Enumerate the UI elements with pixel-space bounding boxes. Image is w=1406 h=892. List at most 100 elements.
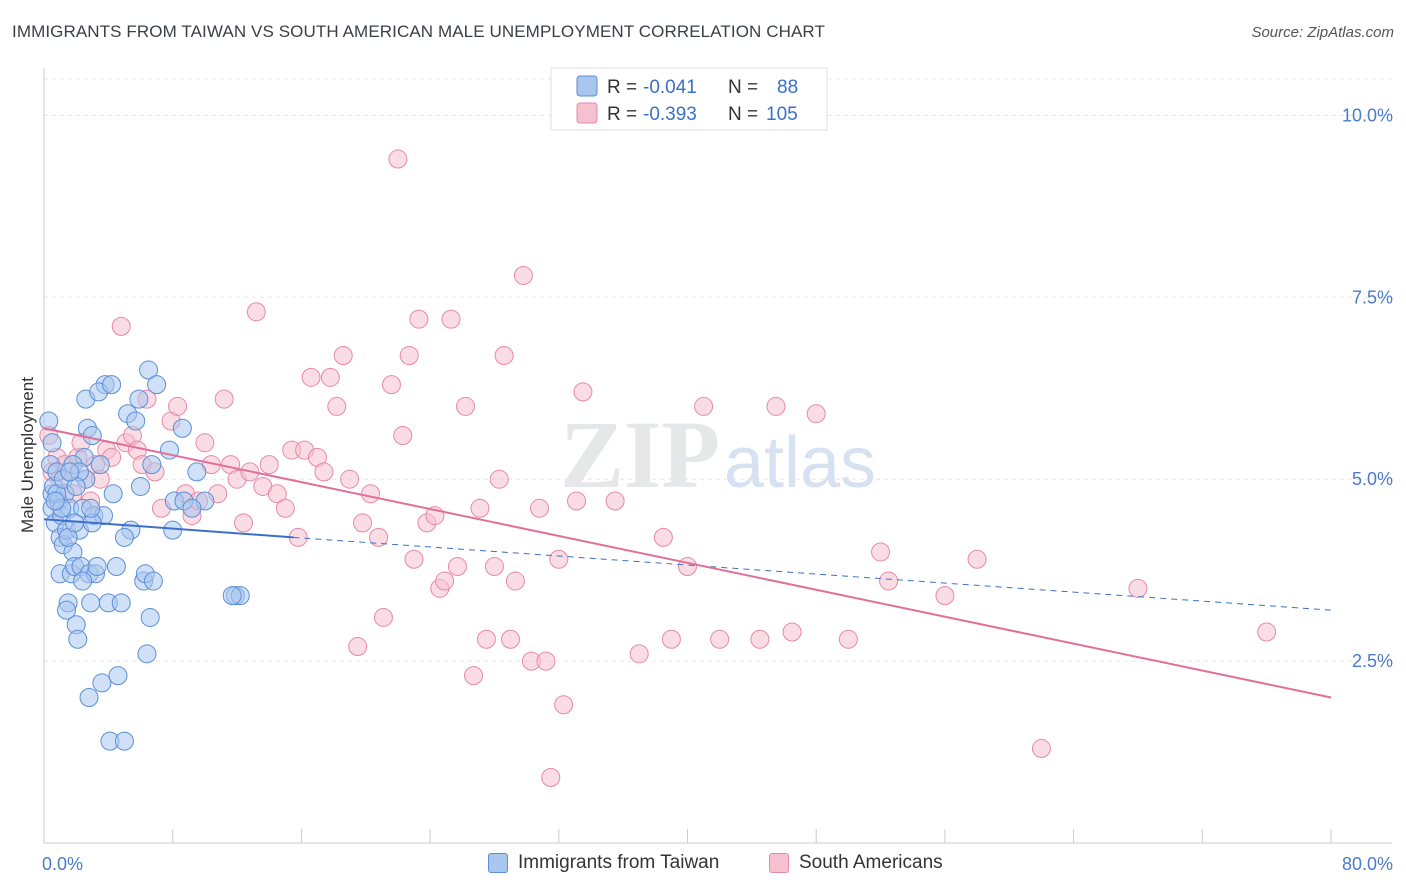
point-taiwan-54	[187, 462, 207, 482]
point-south-americans-76	[505, 571, 525, 591]
point-south-americans-65	[435, 571, 455, 591]
point-south-americans-96	[806, 404, 826, 424]
series-south-americans	[39, 149, 1277, 788]
point-taiwan-40	[108, 666, 128, 686]
point-south-americans-72	[484, 557, 504, 577]
point-taiwan-85	[182, 498, 202, 518]
point-south-americans-99	[879, 571, 899, 591]
point-south-americans-54	[369, 527, 389, 547]
point-taiwan-39	[106, 557, 126, 577]
point-south-americans-77	[513, 265, 533, 285]
point-south-americans-60	[404, 549, 424, 569]
point-south-americans-28	[195, 433, 215, 453]
bottom-legend-label-south: South Americans	[799, 852, 943, 873]
axes	[43, 68, 1392, 844]
point-south-americans-79	[529, 498, 549, 518]
bottom-legend-swatch-taiwan	[488, 853, 508, 873]
legend-n-value-taiwan: 88	[777, 77, 798, 98]
point-south-americans-80	[536, 651, 556, 671]
point-taiwan-53	[172, 418, 192, 438]
point-taiwan-71	[222, 586, 242, 606]
point-south-americans-103	[1128, 578, 1148, 598]
point-taiwan-66	[139, 360, 159, 380]
point-south-americans-75	[501, 629, 521, 649]
point-south-americans-83	[554, 695, 574, 715]
point-taiwan-76	[79, 687, 99, 707]
point-south-americans-59	[399, 345, 419, 365]
x-tick-labels: 0.0% 80.0%	[42, 854, 1393, 874]
point-south-americans-87	[629, 644, 649, 664]
point-south-americans-15	[111, 316, 131, 336]
legend-swatch-south	[576, 102, 598, 124]
point-taiwan-75	[73, 571, 93, 591]
point-south-americans-48	[327, 396, 347, 416]
point-south-americans-95	[782, 622, 802, 642]
point-taiwan-80	[57, 600, 77, 620]
y-axis-label: Male Unemployment	[18, 377, 37, 533]
point-south-americans-86	[605, 491, 625, 511]
point-south-americans-40	[275, 498, 295, 518]
y-tick-label-1: 5.0%	[1352, 469, 1393, 489]
trend-line-taiwan-dashed	[293, 536, 1332, 611]
bottom-legend-label-taiwan: Immigrants from Taiwan	[518, 852, 720, 873]
point-taiwan-67	[147, 375, 167, 395]
point-taiwan-79	[45, 491, 65, 511]
point-taiwan-83	[131, 476, 151, 496]
point-taiwan-50	[143, 571, 163, 591]
bottom-legend-taiwan[interactable]: Immigrants from Taiwan	[488, 852, 719, 874]
y-tick-label-2: 7.5%	[1352, 287, 1393, 307]
trend-lines	[43, 427, 1332, 699]
point-taiwan-45	[126, 411, 146, 431]
point-south-americans-102	[1031, 738, 1051, 758]
series-immigrants-from-taiwan	[39, 360, 250, 751]
point-south-americans-36	[246, 302, 266, 322]
point-taiwan-64	[114, 527, 134, 547]
x-tick-label-1: 80.0%	[1342, 854, 1393, 874]
point-south-americans-61	[409, 309, 429, 329]
bottom-legend-south[interactable]: South Americans	[769, 852, 943, 874]
point-taiwan-51	[163, 520, 183, 540]
trend-line-south-americans	[43, 427, 1332, 699]
point-taiwan-77	[87, 557, 107, 577]
legend-n-label-taiwan: N =	[728, 77, 758, 98]
point-south-americans-88	[653, 527, 673, 547]
point-south-americans-90	[678, 557, 697, 577]
point-south-americans-101	[967, 549, 987, 569]
y-tick-labels: 2.5% 5.0% 7.5% 10.0%	[1342, 105, 1393, 671]
point-taiwan-84	[142, 455, 162, 475]
point-taiwan-29	[82, 426, 102, 446]
point-south-americans-104	[1257, 622, 1277, 642]
y-tick-label-0: 2.5%	[1352, 651, 1393, 671]
point-taiwan-28	[81, 593, 101, 613]
point-south-americans-70	[470, 498, 490, 518]
point-south-americans-73	[489, 469, 509, 489]
point-taiwan-41	[111, 593, 131, 613]
point-taiwan-87	[81, 498, 101, 518]
point-south-americans-91	[694, 396, 714, 416]
point-taiwan-65	[129, 389, 149, 409]
bottom-legend-swatch-south	[769, 853, 789, 873]
legend-swatch-taiwan	[576, 75, 598, 97]
legend-r-label-taiwan: R =	[607, 77, 637, 98]
point-south-americans-51	[348, 637, 368, 657]
point-south-americans-47	[320, 367, 340, 387]
point-south-americans-85	[573, 382, 593, 402]
watermark-atlas: atlas	[724, 423, 876, 503]
point-south-americans-46	[314, 462, 334, 482]
x-tick-label-0: 0.0%	[42, 854, 83, 874]
legend-r-label-south: R =	[607, 104, 637, 125]
point-south-americans-57	[388, 149, 408, 169]
correlation-legend: R = -0.041 N = 88 R = -0.393 N = 105	[550, 67, 828, 131]
point-south-americans-24	[168, 396, 188, 416]
point-taiwan-32	[90, 455, 110, 475]
legend-n-value-south: 105	[766, 104, 798, 125]
point-south-americans-92	[710, 629, 730, 649]
watermark-zip: ZIP	[560, 401, 720, 508]
point-south-americans-38	[259, 455, 279, 475]
point-south-americans-67	[447, 557, 467, 577]
point-south-americans-39	[267, 484, 287, 504]
point-south-americans-44	[301, 367, 321, 387]
point-taiwan-86	[60, 462, 80, 482]
point-taiwan-49	[140, 607, 160, 627]
